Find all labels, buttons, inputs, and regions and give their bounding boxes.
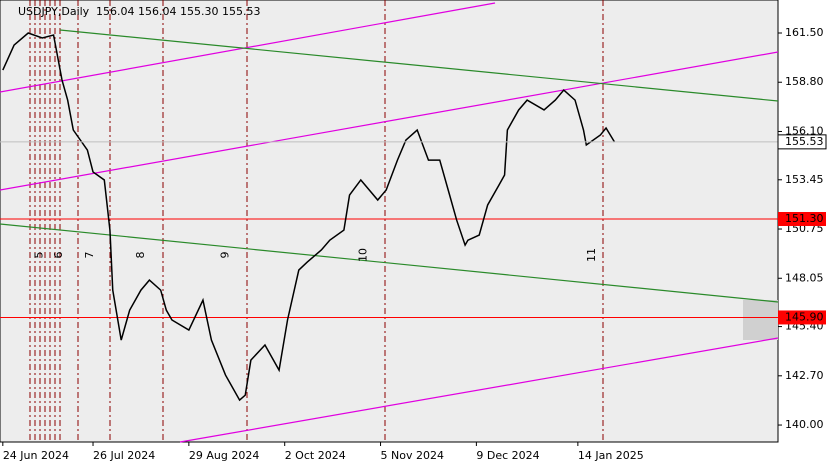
wave-label: 7 (83, 252, 96, 259)
wave-label: 8 (134, 252, 147, 259)
y-tick-label: 156.10 (785, 124, 824, 137)
y-tick-label: 140.00 (785, 418, 824, 431)
y-tick-label: 158.80 (785, 75, 824, 88)
x-tick-label: 5 Nov 2024 (381, 449, 444, 462)
last-price-box (777, 134, 827, 150)
plot-area (0, 0, 779, 443)
x-tick-label: 24 Jun 2024 (3, 449, 69, 462)
wave-label: 6 (52, 252, 65, 259)
wave-label: 5 (32, 252, 45, 259)
wave-label: 10 (357, 248, 370, 262)
level-label: 145.90 (785, 310, 824, 323)
y-tick-label: 142.70 (785, 369, 824, 382)
shade-box (743, 300, 778, 340)
quote: 156.04 156.04 155.30 155.53 (96, 5, 260, 18)
last-price-label: 155.53 (785, 135, 824, 148)
chart-title: USDJPY,Daily (18, 5, 90, 18)
x-tick-label: 2 Oct 2024 (285, 449, 346, 462)
level-box (778, 310, 826, 325)
trend-lines (0, 2, 779, 443)
x-tick-label: 29 Aug 2024 (189, 449, 259, 462)
x-tick-label: 9 Dec 2024 (476, 449, 539, 462)
price-line (2, 32, 616, 402)
wave-label: 9 (219, 252, 232, 259)
y-tick-label: 161.50 (785, 26, 824, 39)
x-tick-label: 26 Jul 2024 (93, 449, 155, 462)
y-tick-label: 148.05 (785, 271, 824, 284)
wave-label: 11 (585, 248, 598, 262)
level-box (778, 211, 826, 226)
x-tick-label: 14 Jan 2025 (578, 449, 644, 462)
level-label: 151.30 (785, 212, 824, 225)
y-tick-label: 153.45 (785, 173, 824, 186)
